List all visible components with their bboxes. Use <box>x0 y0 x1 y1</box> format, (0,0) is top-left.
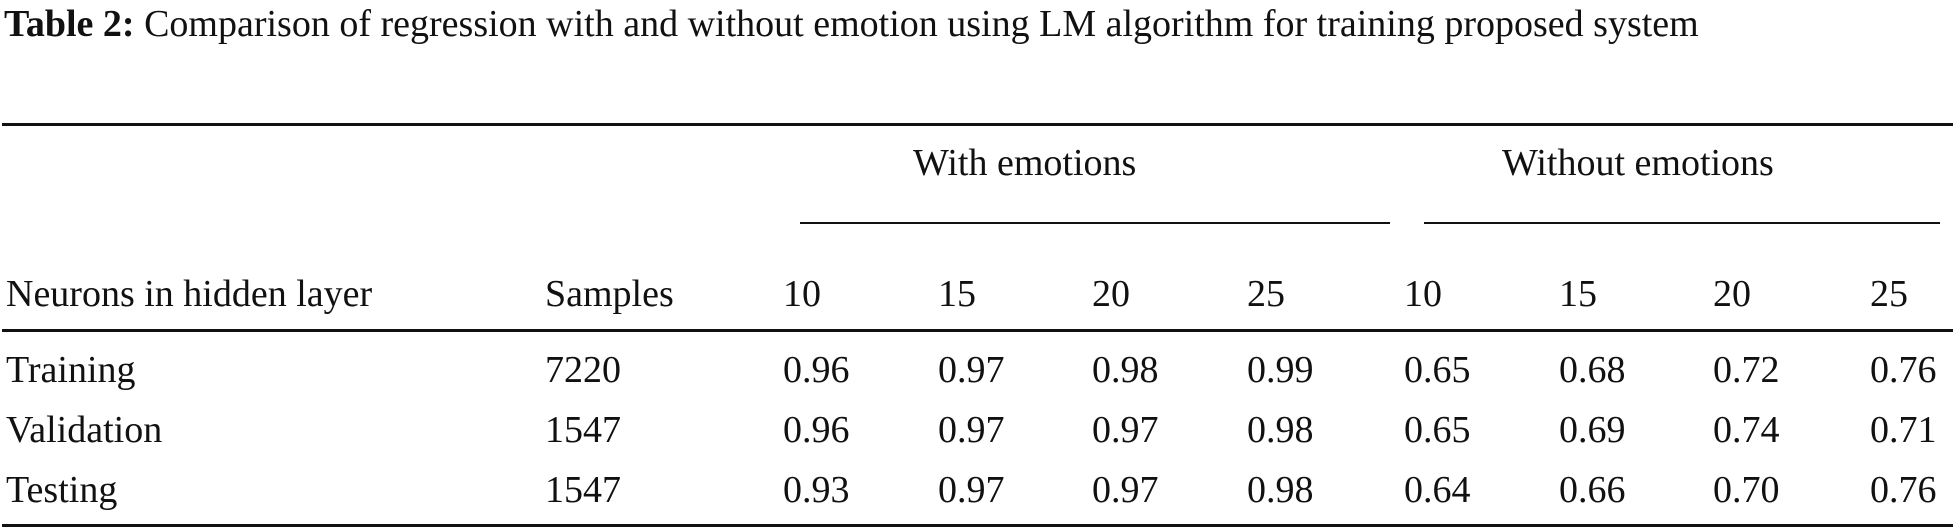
bottom-rule <box>2 524 1953 527</box>
header-rule <box>2 329 1953 332</box>
table-cell: 7220 <box>545 349 621 391</box>
table-cell: 0.72 <box>1713 349 1780 391</box>
table-cell: 0.97 <box>938 349 1005 391</box>
table-cell: 0.76 <box>1870 469 1937 511</box>
table-cell: 0.76 <box>1870 349 1937 391</box>
column-header: Samples <box>545 273 674 315</box>
table-cell: Testing <box>6 469 118 511</box>
table-cell: 0.68 <box>1559 349 1626 391</box>
table-cell: 0.98 <box>1092 349 1159 391</box>
column-header: 15 <box>1559 273 1597 315</box>
table-cell: 0.70 <box>1713 469 1780 511</box>
group-rule-with <box>800 222 1390 224</box>
table-cell: 1547 <box>545 409 621 451</box>
table-cell: 0.69 <box>1559 409 1626 451</box>
table-cell: 0.66 <box>1559 469 1626 511</box>
table-cell: 0.74 <box>1713 409 1780 451</box>
table-cell: 1547 <box>545 469 621 511</box>
column-header: 25 <box>1870 273 1908 315</box>
table-cell: 0.64 <box>1404 469 1471 511</box>
table-cell: 0.97 <box>1092 469 1159 511</box>
table-cell: 0.65 <box>1404 349 1471 391</box>
column-header: 15 <box>938 273 976 315</box>
table-cell: 0.93 <box>783 469 850 511</box>
caption-text: Comparison of regression with and withou… <box>144 3 1699 45</box>
group-header-without-emotions: Without emotions <box>1502 142 1774 184</box>
table-cell: 0.96 <box>783 349 850 391</box>
table-cell: 0.99 <box>1247 349 1314 391</box>
table-cell: 0.97 <box>938 409 1005 451</box>
group-rule-without <box>1424 222 1940 224</box>
group-header-with-emotions: With emotions <box>913 142 1137 184</box>
table-cell: 0.65 <box>1404 409 1471 451</box>
column-header: 20 <box>1092 273 1130 315</box>
table-cell: 0.97 <box>1092 409 1159 451</box>
column-header: 10 <box>1404 273 1442 315</box>
table-cell: 0.98 <box>1247 409 1314 451</box>
table-cell: 0.98 <box>1247 469 1314 511</box>
table-cell: 0.97 <box>938 469 1005 511</box>
caption-label: Table 2: <box>4 3 135 45</box>
column-header: 10 <box>783 273 821 315</box>
table-cell: 0.96 <box>783 409 850 451</box>
table-caption: Table 2: Comparison of regression with a… <box>4 4 1952 44</box>
table-cell: 0.71 <box>1870 409 1937 451</box>
top-rule <box>2 123 1953 126</box>
table-cell: Training <box>6 349 136 391</box>
column-header: 25 <box>1247 273 1285 315</box>
column-header: 20 <box>1713 273 1751 315</box>
column-header: Neurons in hidden layer <box>6 273 373 315</box>
table-cell: Validation <box>6 409 163 451</box>
